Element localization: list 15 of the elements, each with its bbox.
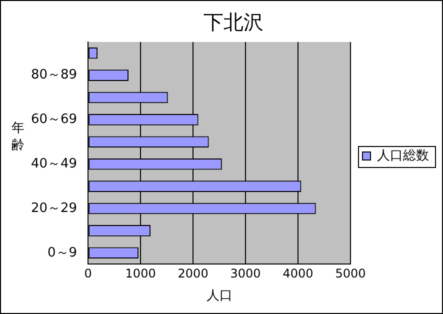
x-tick-label: 3000 [230,266,261,280]
y-tick-label: 40～49 [30,156,78,172]
x-tick-label: 2000 [178,266,208,280]
x-tick-label: 4000 [282,266,314,280]
chart-title: 下北沢 [204,10,264,34]
x-tick-label: 0 [84,266,92,280]
y-tick-label: 60～69 [30,112,78,128]
y-tick-label: 0～9 [48,245,78,260]
y-tick-label: 80～89 [30,68,78,83]
y-tick-label: 20～29 [30,200,78,216]
x-tick-label: 1000 [125,266,156,280]
legend-label: 人口総数 [377,148,429,164]
x-axis-title: 人口 [206,288,232,304]
x-tick-label: 5000 [335,266,366,280]
y-axis-title: 年齢 [10,120,26,154]
